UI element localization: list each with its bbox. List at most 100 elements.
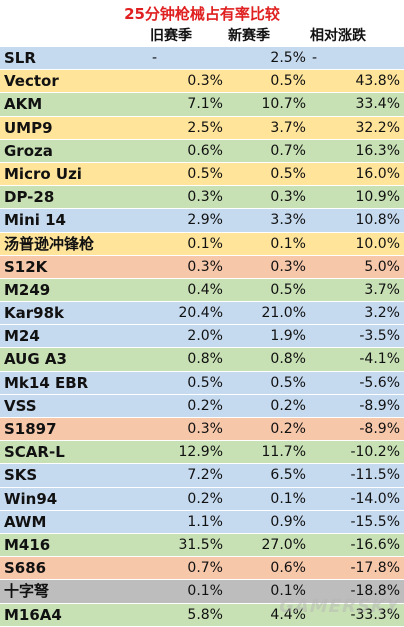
weapon-name: SCAR-L — [4, 443, 65, 462]
table-row: S1897 0.3% 0.2% -8.9% — [0, 418, 404, 442]
weapon-name: UMP9 — [4, 118, 53, 137]
table-header: 旧赛季 新赛季 相对涨跌 — [0, 25, 404, 47]
weapon-name: DP-28 — [4, 188, 55, 207]
new-season-value: 10.7% — [261, 96, 306, 113]
old-season-value: 2.9% — [187, 212, 223, 229]
new-season-value: 0.7% — [270, 142, 306, 159]
old-season-value: 0.3% — [187, 189, 223, 206]
weapon-name: Kar98k — [4, 304, 64, 323]
new-season-value: 27.0% — [261, 536, 306, 553]
relative-change-value: 33.4% — [355, 96, 400, 113]
table-row: DP-28 0.3% 0.3% 10.9% — [0, 186, 404, 210]
weapon-name: M416 — [4, 535, 51, 554]
relative-change-value: -33.3% — [350, 606, 400, 623]
weapon-name: AUG A3 — [4, 350, 67, 369]
weapon-name: Micro Uzi — [4, 164, 82, 183]
relative-change-value: -4.1% — [359, 351, 400, 368]
new-season-value: 0.6% — [270, 560, 306, 577]
old-season-value: 7.1% — [187, 96, 223, 113]
weapon-name: VSS — [4, 396, 37, 415]
table-row: VSS 0.2% 0.2% -8.9% — [0, 394, 404, 418]
header-new-season: 新赛季 — [228, 28, 270, 44]
new-season-value: 2.5% — [270, 50, 306, 66]
old-season-value: 0.3% — [187, 421, 223, 437]
relative-change-value: -10.2% — [350, 444, 400, 461]
relative-change-value: 32.2% — [355, 119, 400, 136]
old-season-value: 0.1% — [187, 235, 223, 252]
old-season-value: 0.2% — [187, 490, 223, 507]
table-row: Mk14 EBR 0.5% 0.5% -5.6% — [0, 371, 404, 395]
new-season-value: 6.5% — [270, 467, 306, 484]
old-season-value: 0.2% — [187, 397, 223, 414]
table-row: AWM 1.1% 0.9% -15.5% — [0, 510, 404, 534]
table-row: Micro Uzi 0.5% 0.5% 16.0% — [0, 162, 404, 187]
new-season-value: 0.1% — [270, 235, 306, 252]
weapon-name: S1897 — [4, 420, 57, 438]
new-season-value: 1.9% — [270, 328, 306, 345]
table-body: SLR -2.5% - Vector 0.3% 0.5% 43.8% AKM 7.1% 10.7%… — [0, 47, 404, 627]
weapon-name: 十字弩 — [4, 582, 50, 601]
relative-change-value: -3.5% — [359, 328, 400, 345]
old-season-value: 0.5% — [187, 374, 223, 391]
weapon-name: S12K — [4, 257, 48, 276]
table-row: Win94 0.2% 0.1% -14.0% — [0, 487, 404, 511]
table-row: S12K 0.3% 0.3% 5.0% — [0, 255, 404, 279]
new-season-value: 0.2% — [270, 397, 306, 414]
new-season-value: 3.3% — [270, 212, 306, 229]
old-season-value: 5.8% — [187, 606, 223, 623]
old-season-value: 1.1% — [187, 513, 223, 530]
new-season-value: 21.0% — [261, 305, 306, 322]
relative-change-value: 16.0% — [355, 165, 400, 182]
relative-change-value: -16.6% — [350, 536, 400, 553]
relative-change-value: -18.8% — [350, 583, 400, 600]
table-row: Mini 14 2.9% 3.3% 10.8% — [0, 209, 404, 233]
table-row: 汤普逊冲锋枪 0.1% 0.1% 10.0% — [0, 232, 404, 256]
weapon-name: Mini 14 — [4, 211, 66, 230]
watermark-logo: GAMERSKY — [276, 596, 403, 617]
relative-change-value: 16.3% — [355, 142, 400, 159]
new-season-value: 0.1% — [270, 490, 306, 507]
weapon-name: Win94 — [4, 489, 58, 508]
weapon-name: M16A4 — [4, 605, 62, 624]
old-season-value: 0.3% — [187, 258, 223, 275]
weapon-name: Vector — [4, 72, 59, 91]
table-row: SCAR-L 12.9% 11.7% -10.2% — [0, 441, 404, 465]
old-season-value: 0.8% — [187, 351, 223, 368]
old-season-value: 0.7% — [187, 560, 223, 577]
table-row: S686 0.7% 0.6% -17.8% — [0, 557, 404, 581]
old-season-value: 12.9% — [178, 444, 223, 461]
header-old-season: 旧赛季 — [150, 28, 192, 44]
table-row: Groza 0.6% 0.7% 16.3% — [0, 139, 404, 163]
weapon-name: SLR — [4, 49, 36, 67]
new-season-value: 0.5% — [270, 73, 306, 90]
weapon-name: 汤普逊冲锋枪 — [4, 234, 95, 253]
header-relative-change: 相对涨跌 — [310, 28, 366, 44]
old-season-value: 31.5% — [178, 536, 223, 553]
old-season-value: 0.3% — [187, 73, 223, 90]
old-season-value: 0.6% — [187, 142, 223, 159]
relative-change-value: 5.0% — [364, 258, 400, 275]
new-season-value: 0.3% — [270, 258, 306, 275]
old-season-value: 0.1% — [187, 583, 223, 600]
relative-change-value: 10.9% — [355, 189, 400, 206]
table-row: Kar98k 20.4% 21.0% 3.2% — [0, 302, 404, 326]
relative-change-value: 3.7% — [364, 281, 400, 298]
relative-change-value: - — [312, 50, 318, 66]
table-row: M249 0.4% 0.5% 3.7% — [0, 278, 404, 303]
old-season-value: 20.4% — [178, 305, 223, 322]
old-season-value: 2.0% — [187, 328, 223, 345]
relative-change-value: -11.5% — [350, 467, 400, 484]
relative-change-value: 43.8% — [355, 73, 400, 90]
new-season-value: 4.4% — [270, 606, 306, 623]
relative-change-value: -8.9% — [359, 421, 400, 437]
relative-change-value: 3.2% — [364, 305, 400, 322]
weapon-name: SKS — [4, 466, 38, 485]
new-season-value: 11.7% — [261, 444, 306, 461]
table-row: SKS 7.2% 6.5% -11.5% — [0, 464, 404, 488]
table-row: SLR -2.5% - — [0, 47, 404, 71]
old-season-value: 7.2% — [187, 467, 223, 484]
new-season-value: 0.9% — [270, 513, 306, 530]
new-season-value: 3.7% — [270, 119, 306, 136]
relative-change-value: -14.0% — [350, 490, 400, 507]
